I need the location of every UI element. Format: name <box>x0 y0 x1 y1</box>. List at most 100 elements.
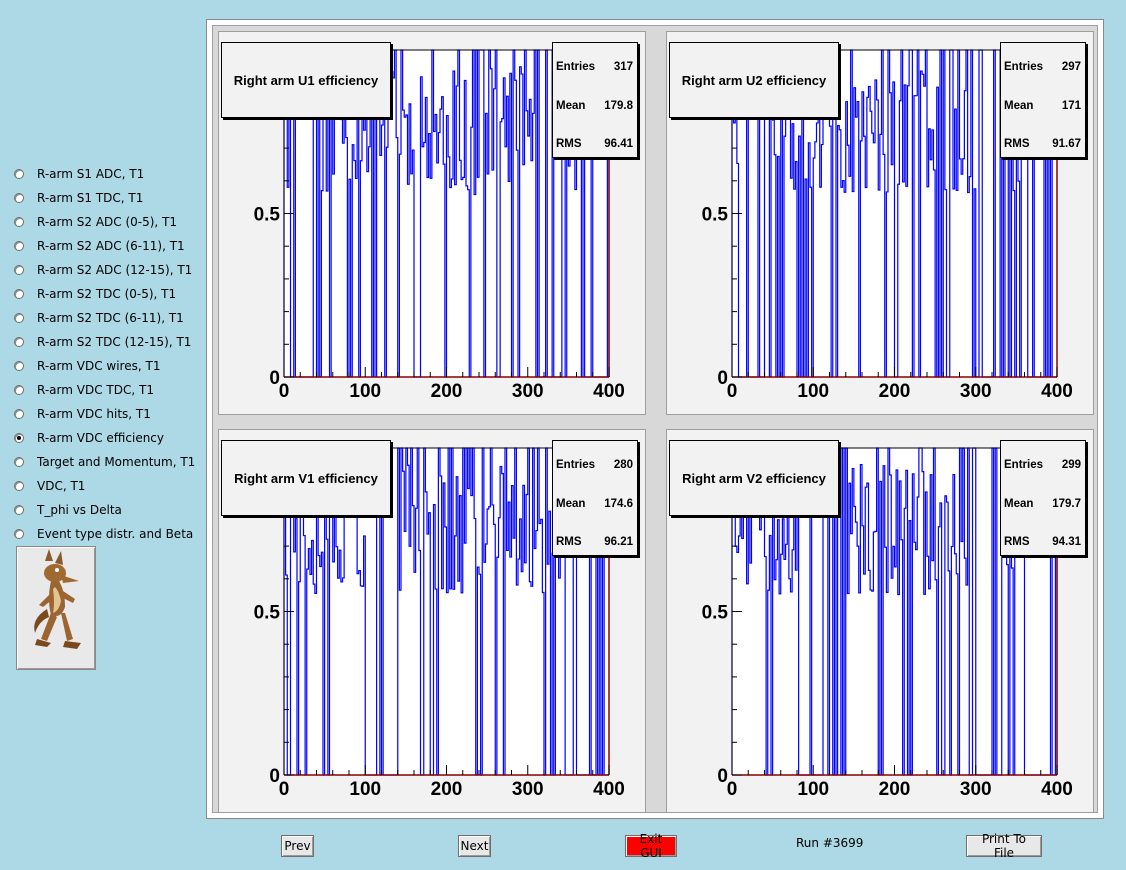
radio-button[interactable] <box>14 529 24 539</box>
radio-button[interactable] <box>14 433 24 443</box>
stats-box: Entries 317 Mean 179.8 RMS 96.41 <box>552 42 638 158</box>
stat-entries: Entries 280 <box>556 459 633 471</box>
exit-gui-button[interactable]: Exit GUI <box>625 832 677 860</box>
x-tick-label: 100 <box>349 381 381 402</box>
stat-value: 317 <box>613 61 633 73</box>
radio-button[interactable] <box>14 217 24 227</box>
radio-button[interactable] <box>14 361 24 371</box>
histogram-option-2[interactable]: R-arm S1 TDC, T1 <box>14 186 204 210</box>
run-number-label: Run #3699 <box>796 836 864 850</box>
stat-mean: Mean 179.7 <box>1004 498 1081 510</box>
stat-entries: Entries 297 <box>1004 61 1081 73</box>
x-tick-label: 400 <box>1041 381 1073 402</box>
radio-label: R-arm S1 TDC, T1 <box>37 191 144 205</box>
x-tick-label: 100 <box>797 779 829 800</box>
histogram-pad-3[interactable]: 0 100 200 300 400 0 0.5 Right arm V1 efficiency… <box>218 429 646 813</box>
radio-label: R-arm S2 ADC (6-11), T1 <box>37 239 185 253</box>
histogram-option-10[interactable]: R-arm VDC TDC, T1 <box>14 378 204 402</box>
x-tick-label: 0 <box>727 779 738 800</box>
histogram-option-6[interactable]: R-arm S2 TDC (0-5), T1 <box>14 282 204 306</box>
radio-button[interactable] <box>14 385 24 395</box>
histogram-option-14[interactable]: VDC, T1 <box>14 474 204 498</box>
radio-button[interactable] <box>14 337 24 347</box>
histogram-option-1[interactable]: R-arm S1 ADC, T1 <box>14 162 204 186</box>
histogram-canvas[interactable]: 0 100 200 300 400 0 0.5 Right arm U1 efficiency… <box>212 25 1098 813</box>
radio-label: R-arm S1 ADC, T1 <box>37 167 145 181</box>
stat-value: 179.8 <box>604 100 633 112</box>
histogram-option-4[interactable]: R-arm S2 ADC (6-11), T1 <box>14 234 204 258</box>
histogram-option-13[interactable]: Target and Momentum, T1 <box>14 450 204 474</box>
histogram-option-7[interactable]: R-arm S2 TDC (6-11), T1 <box>14 306 204 330</box>
y-tick-label: 0.5 <box>702 603 729 624</box>
histogram-selector: R-arm S1 ADC, T1 R-arm S1 TDC, T1 R-arm S2… <box>14 162 204 546</box>
x-tick-label: 300 <box>960 779 992 800</box>
stat-label: RMS <box>1004 536 1030 548</box>
stat-label: Entries <box>1004 61 1043 73</box>
x-tick-label: 100 <box>797 381 829 402</box>
radio-label: R-arm VDC efficiency <box>37 431 165 445</box>
radio-label: R-arm S2 TDC (0-5), T1 <box>37 287 177 301</box>
x-tick-label: 400 <box>593 381 625 402</box>
stat-value: 171 <box>1061 100 1081 112</box>
radio-label: R-arm S2 ADC (0-5), T1 <box>37 215 178 229</box>
stat-label: Mean <box>1004 498 1034 510</box>
canvas-frame: 0 100 200 300 400 0 0.5 Right arm U1 efficiency… <box>206 19 1104 819</box>
stat-mean: Mean 171 <box>1004 100 1081 112</box>
y-tick-label: 0 <box>269 766 280 787</box>
x-tick-label: 200 <box>431 779 463 800</box>
coyote-mascot-button[interactable] <box>16 546 96 670</box>
prev-button[interactable]: Prev <box>281 835 314 857</box>
x-tick-label: 400 <box>593 779 625 800</box>
histogram-option-3[interactable]: R-arm S2 ADC (0-5), T1 <box>14 210 204 234</box>
radio-label: R-arm VDC TDC, T1 <box>37 383 154 397</box>
stat-mean: Mean 174.6 <box>556 498 633 510</box>
histogram-title: Right arm V1 efficiency <box>221 440 391 516</box>
next-button[interactable]: Next <box>458 835 491 857</box>
histogram-pad-1[interactable]: 0 100 200 300 400 0 0.5 Right arm U1 efficiency… <box>218 31 646 415</box>
stat-rms: RMS 96.41 <box>556 138 633 150</box>
x-tick-label: 200 <box>431 381 463 402</box>
radio-label: Target and Momentum, T1 <box>37 455 196 469</box>
histogram-pad-4[interactable]: 0 100 200 300 400 0 0.5 Right arm V2 efficiency… <box>666 429 1094 813</box>
histogram-option-11[interactable]: R-arm VDC hits, T1 <box>14 402 204 426</box>
stat-value: 96.21 <box>604 536 633 548</box>
histogram-option-8[interactable]: R-arm S2 TDC (12-15), T1 <box>14 330 204 354</box>
stat-rms: RMS 91.67 <box>1004 138 1081 150</box>
radio-button[interactable] <box>14 241 24 251</box>
radio-button[interactable] <box>14 169 24 179</box>
radio-button[interactable] <box>14 313 24 323</box>
histogram-option-12[interactable]: R-arm VDC efficiency <box>14 426 204 450</box>
stat-label: RMS <box>556 138 582 150</box>
stat-label: Mean <box>1004 100 1034 112</box>
radio-button[interactable] <box>14 409 24 419</box>
stat-value: 299 <box>1061 459 1081 471</box>
x-tick-label: 0 <box>279 779 290 800</box>
stat-value: 91.67 <box>1052 138 1081 150</box>
histogram-option-9[interactable]: R-arm VDC wires, T1 <box>14 354 204 378</box>
histogram-option-15[interactable]: T_phi vs Delta <box>14 498 204 522</box>
y-tick-label: 0 <box>717 766 728 787</box>
stat-label: Entries <box>1004 459 1043 471</box>
radio-button[interactable] <box>14 505 24 515</box>
stat-label: Mean <box>556 100 586 112</box>
radio-label: Event type distr. and Beta <box>37 527 194 541</box>
x-tick-label: 300 <box>512 381 544 402</box>
histogram-option-5[interactable]: R-arm S2 ADC (12-15), T1 <box>14 258 204 282</box>
stats-box: Entries 299 Mean 179.7 RMS 94.31 <box>1000 440 1086 556</box>
radio-button[interactable] <box>14 193 24 203</box>
radio-button[interactable] <box>14 457 24 467</box>
stat-entries: Entries 299 <box>1004 459 1081 471</box>
histogram-pad-2[interactable]: 0 100 200 300 400 0 0.5 Right arm U2 efficiency… <box>666 31 1094 415</box>
stat-label: Entries <box>556 61 595 73</box>
radio-button[interactable] <box>14 481 24 491</box>
histogram-title: Right arm U2 efficiency <box>669 42 839 118</box>
stats-box: Entries 297 Mean 171 RMS 91.67 <box>1000 42 1086 158</box>
print-to-file-button[interactable]: Print To File <box>966 832 1042 860</box>
radio-button[interactable] <box>14 265 24 275</box>
radio-button[interactable] <box>14 289 24 299</box>
histogram-option-16[interactable]: Event type distr. and Beta <box>14 522 204 546</box>
x-tick-label: 200 <box>879 779 911 800</box>
histogram-title: Right arm V2 efficiency <box>669 440 839 516</box>
radio-label: R-arm VDC wires, T1 <box>37 359 161 373</box>
stat-label: RMS <box>556 536 582 548</box>
